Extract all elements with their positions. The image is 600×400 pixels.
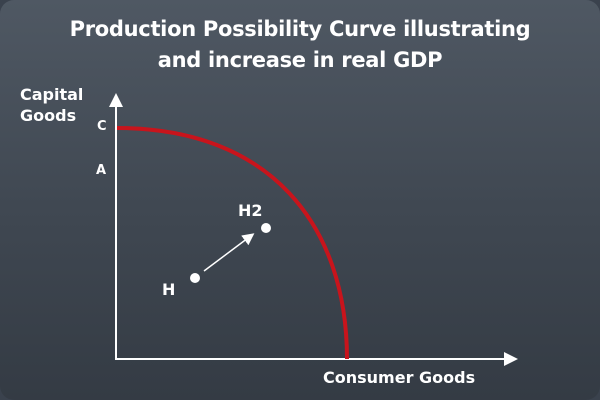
- y-axis-label: Capital Goods: [20, 84, 83, 126]
- x-axis-label: Consumer Goods: [323, 368, 476, 387]
- point-h-label: H: [162, 280, 176, 299]
- y-axis-label-line-2: Goods: [20, 106, 77, 125]
- point-h-marker: [190, 273, 200, 283]
- ppc-curve: [116, 126, 349, 360]
- point-h2-marker: [261, 223, 271, 233]
- y-tick-c: C: [97, 119, 107, 134]
- title-line-2: and increase in real GDP: [157, 48, 443, 72]
- title-line-1: Production Possibility Curve illustratin…: [69, 17, 531, 41]
- x-axis-arrow-icon: [504, 352, 518, 366]
- y-axis-arrow-icon: [109, 93, 123, 107]
- growth-arrow: [203, 233, 255, 272]
- point-h2-label: H2: [238, 201, 263, 220]
- y-axis-label-line-1: Capital: [20, 85, 84, 104]
- diagram-title: Production Possibility Curve illustratin…: [0, 14, 600, 76]
- y-tick-a: A: [96, 163, 107, 178]
